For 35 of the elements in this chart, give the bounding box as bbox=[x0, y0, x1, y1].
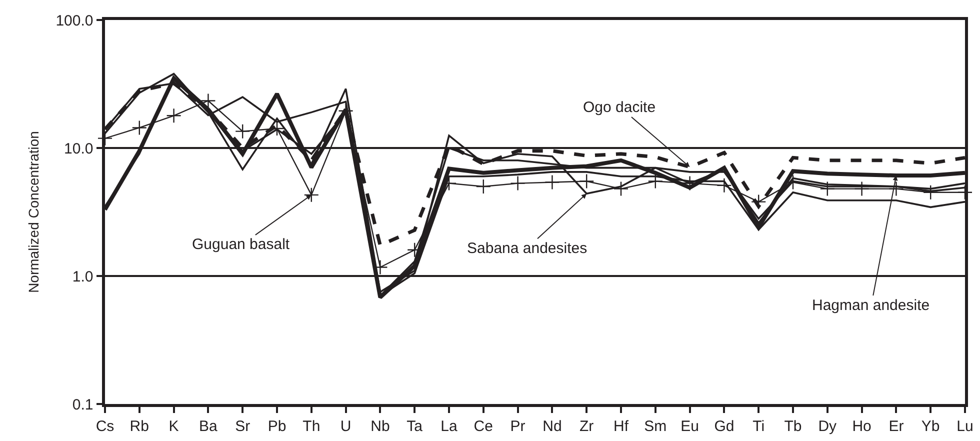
x-tick-label: Pr bbox=[510, 418, 526, 435]
annotation: Ogo dacite bbox=[583, 99, 656, 116]
x-tick-label: Pb bbox=[268, 418, 286, 435]
x-tick-label: Yb bbox=[921, 418, 940, 435]
y-tick-label: 1.0 bbox=[72, 268, 94, 286]
x-tick-label: Ba bbox=[199, 418, 218, 435]
x-tick-label: Rb bbox=[130, 418, 149, 435]
x-tick-label: Nb bbox=[370, 418, 390, 435]
x-tick-label: Th bbox=[302, 418, 320, 435]
x-tick-label: Zr bbox=[580, 418, 594, 435]
x-tick-label: La bbox=[440, 418, 458, 435]
x-tick-label: Sr bbox=[235, 418, 250, 435]
x-tick-label: Ce bbox=[474, 418, 493, 435]
x-tick-label: Er bbox=[888, 418, 904, 435]
x-tick-label: Gd bbox=[714, 418, 734, 435]
x-tick-label: K bbox=[168, 418, 179, 435]
x-tick-label: Cs bbox=[96, 418, 114, 435]
annotation: Sabana andesites bbox=[467, 240, 588, 257]
x-tick-label: Ta bbox=[406, 418, 424, 435]
x-tick-label: Nd bbox=[542, 418, 562, 435]
annotation: Hagman andesite bbox=[812, 297, 930, 314]
y-tick-label: 0.1 bbox=[72, 396, 94, 414]
x-tick-label: Tb bbox=[784, 418, 802, 435]
x-tick-label: Lu bbox=[956, 418, 974, 435]
y-tick-label: 10.0 bbox=[64, 140, 94, 158]
x-tick-label: Hf bbox=[614, 418, 630, 435]
x-tick-label: Sm bbox=[644, 418, 667, 435]
x-tick-label: U bbox=[340, 418, 352, 435]
x-tick-label: Ho bbox=[852, 418, 872, 435]
x-tick-label: Ti bbox=[752, 418, 765, 435]
x-tick-label: Dy bbox=[818, 418, 838, 435]
annotation: Guguan basalt bbox=[192, 236, 290, 253]
y-tick-label: 100.0 bbox=[56, 12, 94, 30]
x-tick-label: Eu bbox=[680, 418, 699, 435]
y-axis-title: Normalized Concentration bbox=[25, 131, 42, 293]
